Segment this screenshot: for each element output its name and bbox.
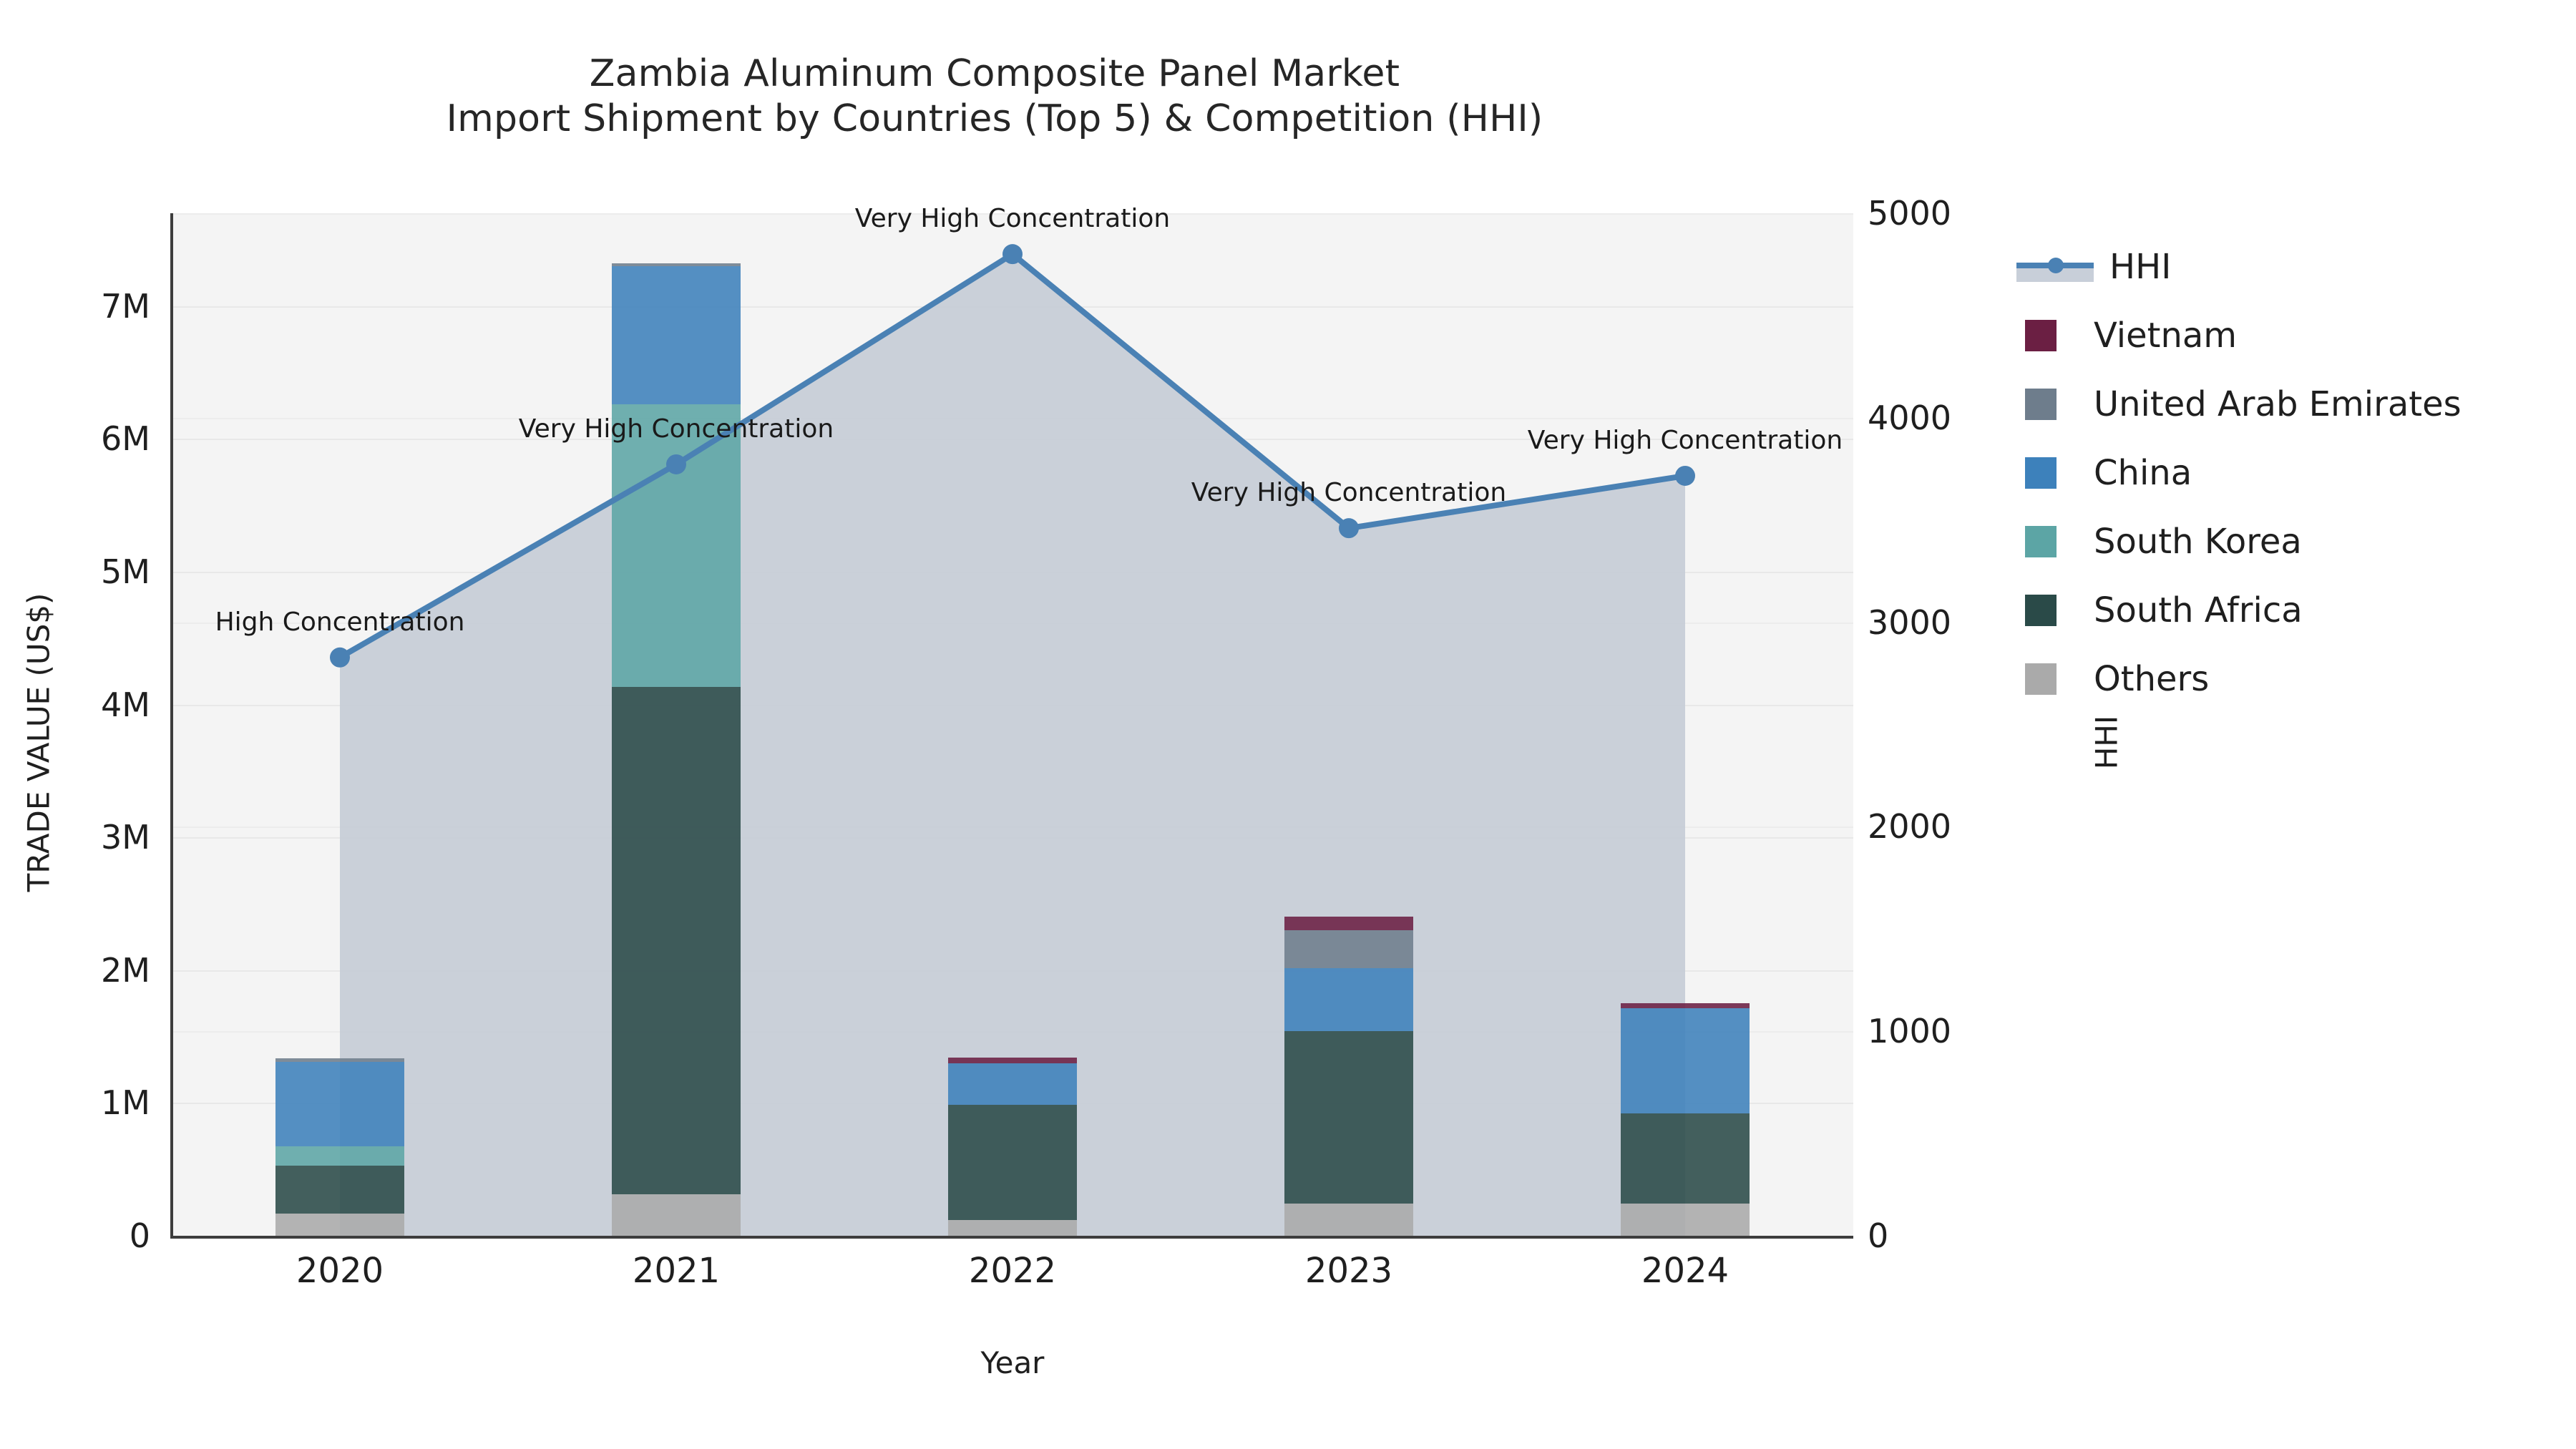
y-axis-right-tick-label: 3000 <box>1868 602 1952 642</box>
gridline-y-right <box>172 213 1853 215</box>
x-axis-spine <box>172 1236 1853 1239</box>
y-axis-left-title: TRADE VALUE (US$) <box>21 592 57 892</box>
legend-item[interactable]: China <box>2016 439 2560 507</box>
hhi-data-point[interactable] <box>1339 518 1359 539</box>
x-axis-tick-label: 2020 <box>296 1251 384 1291</box>
bar-segment[interactable] <box>1621 1203 1750 1236</box>
hhi-data-point[interactable] <box>330 647 350 668</box>
y-axis-left-tick-label: 0 <box>129 1216 150 1255</box>
bar-segment[interactable] <box>612 1194 741 1236</box>
legend-item[interactable]: South Korea <box>2016 507 2560 576</box>
bar-segment[interactable] <box>1284 968 1413 1032</box>
legend-color-swatch <box>2025 595 2057 626</box>
x-axis-tick-label: 2022 <box>968 1251 1057 1291</box>
y-axis-left-spine <box>170 213 173 1239</box>
y-axis-left-tick-label: 2M <box>101 950 150 990</box>
bar-segment[interactable] <box>612 263 741 267</box>
y-axis-right-tick-label: 2000 <box>1868 807 1952 847</box>
plot-clip <box>172 213 1853 1236</box>
bar-segment[interactable] <box>275 1165 404 1214</box>
y-axis-right-tick-label: 4000 <box>1868 398 1952 437</box>
legend-color-swatch <box>2025 320 2057 351</box>
legend-item-label: China <box>2094 453 2192 493</box>
legend-color-swatch <box>2025 526 2057 557</box>
y-axis-left-tick-label: 1M <box>101 1083 150 1123</box>
bar-segment[interactable] <box>612 404 741 687</box>
bar-segment[interactable] <box>275 1061 404 1146</box>
concentration-annotation: Very High Concentration <box>854 204 1171 234</box>
x-axis-title: Year <box>980 1345 1045 1380</box>
bar-segment[interactable] <box>612 266 741 405</box>
y-axis-left-tick-label: 3M <box>101 818 150 857</box>
legend-item-label: HHI <box>2109 247 2172 287</box>
y-axis-right-tick-label: 1000 <box>1868 1012 1952 1051</box>
x-axis-tick-label: 2023 <box>1304 1251 1393 1291</box>
hhi-data-point[interactable] <box>666 454 686 474</box>
y-axis-right-tick-label: 0 <box>1868 1216 1889 1255</box>
legend-line-icon <box>2016 250 2094 283</box>
y-axis-left-tick-label: 4M <box>101 685 150 724</box>
bar-segment[interactable] <box>1621 1008 1750 1114</box>
legend-color-swatch <box>2025 389 2057 420</box>
legend-item-label: South Africa <box>2094 590 2303 630</box>
legend-item-label: South Korea <box>2094 522 2302 562</box>
legend-color-swatch <box>2025 663 2057 695</box>
bar-segment[interactable] <box>1284 916 1413 931</box>
legend-item[interactable]: United Arab Emirates <box>2016 370 2560 439</box>
legend-area-band <box>2016 266 2094 282</box>
plot-area: High Concentration Very High Concentratio… <box>172 204 1853 1236</box>
bar-segment[interactable] <box>1284 1031 1413 1204</box>
concentration-annotation: High Concentration <box>215 607 465 637</box>
bar-segment[interactable] <box>948 1058 1077 1063</box>
hhi-data-point[interactable] <box>1675 465 1695 486</box>
hhi-data-point[interactable] <box>1002 244 1023 265</box>
x-axis-tick-label: 2021 <box>632 1251 721 1291</box>
hhi-line-overlay <box>330 244 1695 668</box>
bar-segment[interactable] <box>948 1105 1077 1220</box>
concentration-annotation: Very High Concentration <box>518 414 834 444</box>
bar-segment[interactable] <box>1284 1204 1413 1236</box>
legend: HHI Vietnam United Arab Emirates China South… <box>2016 233 2560 713</box>
chart-title-line1: Zambia Aluminum Composite Panel Market <box>589 52 1400 95</box>
legend-item[interactable]: HHI <box>2016 233 2560 301</box>
y-axis-left-tick-label: 7M <box>101 286 150 326</box>
y-axis-right-tick-label: 5000 <box>1868 194 1952 233</box>
bar-segment[interactable] <box>275 1058 404 1062</box>
bar-segment[interactable] <box>948 1063 1077 1106</box>
concentration-annotation: Very High Concentration <box>1191 478 1507 508</box>
y-axis-left-tick-label: 6M <box>101 419 150 459</box>
bar-segment[interactable] <box>948 1219 1077 1236</box>
bar-segment[interactable] <box>1284 930 1413 969</box>
legend-item-label: United Arab Emirates <box>2094 384 2462 424</box>
legend-item[interactable]: Vietnam <box>2016 301 2560 370</box>
bar-segment[interactable] <box>612 686 741 1195</box>
chart-title-line2: Import Shipment by Countries (Top 5) & C… <box>446 97 1543 141</box>
legend-item[interactable]: Others <box>2016 645 2560 713</box>
bar-segment[interactable] <box>1621 1113 1750 1204</box>
legend-line-dot <box>2048 258 2064 273</box>
legend-color-swatch <box>2025 457 2057 489</box>
concentration-annotation: Very High Concentration <box>1527 425 1843 455</box>
y-axis-left-tick-label: 5M <box>101 552 150 592</box>
legend-item-label: Vietnam <box>2094 316 2238 356</box>
legend-item[interactable]: South Africa <box>2016 576 2560 645</box>
hhi-line <box>337 251 1688 660</box>
x-axis-tick-label: 2024 <box>1641 1251 1729 1291</box>
bar-segment[interactable] <box>275 1214 404 1236</box>
bar-segment[interactable] <box>1621 1003 1750 1008</box>
bar-segment[interactable] <box>275 1146 404 1166</box>
chart-title: Zambia Aluminum Composite Panel Market I… <box>0 52 1989 142</box>
legend-item-label: Others <box>2094 659 2210 699</box>
